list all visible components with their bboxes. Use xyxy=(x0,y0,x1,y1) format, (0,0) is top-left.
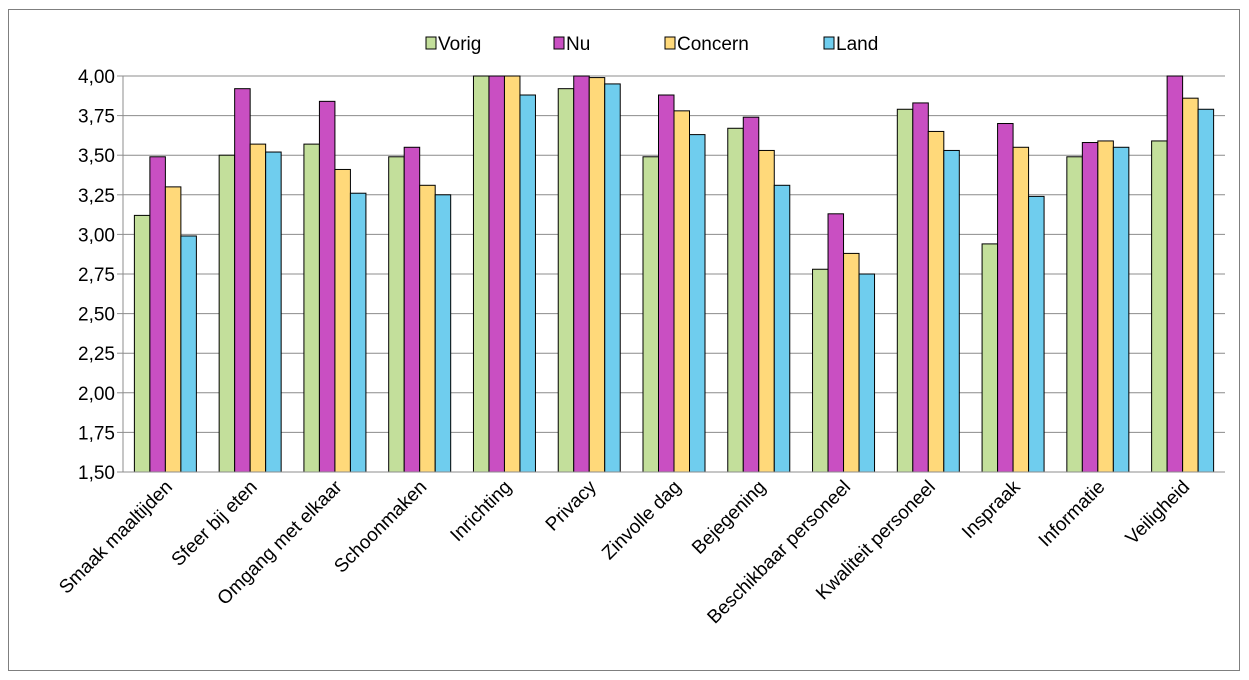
legend-swatch-nu xyxy=(553,36,565,50)
bar-nu xyxy=(1166,75,1184,473)
y-tick-label: 2,75 xyxy=(78,265,115,286)
bar-land xyxy=(604,83,621,473)
bar-land xyxy=(858,273,876,473)
legend-swatch-concern xyxy=(664,36,676,50)
bar-land xyxy=(1112,146,1130,473)
axes xyxy=(117,75,1225,473)
bar-land xyxy=(265,151,282,473)
y-tick-label: 3,25 xyxy=(78,186,115,207)
bar-concern xyxy=(927,130,945,473)
bar-land xyxy=(943,149,960,473)
y-tick-label: 1,50 xyxy=(78,463,115,484)
y-tick-label: 3,75 xyxy=(78,107,115,128)
bar-nu xyxy=(1081,142,1099,473)
bar-nu xyxy=(658,94,675,473)
bar-vorig xyxy=(303,143,320,473)
bar-vorig xyxy=(218,154,236,473)
bar-vorig xyxy=(727,127,744,473)
x-tick-label: Inrichting xyxy=(447,477,516,546)
legend-label-concern: Concern xyxy=(677,34,749,55)
bar-vorig xyxy=(642,156,659,473)
bar-vorig xyxy=(1151,140,1168,473)
chart-frame: 1,50 1,75 2,00 2,25 2,50 2,75 3,00 3,25 3,50 3,75… xyxy=(8,9,1240,671)
bar-vorig xyxy=(133,214,151,473)
bar-concern xyxy=(843,252,860,473)
y-tick-labels: 1,50 1,75 2,00 2,25 2,50 2,75 3,00 3,25 3,50 3,75… xyxy=(78,67,115,484)
x-tick-label: Sfeer bij eten xyxy=(168,477,262,571)
bar-concern xyxy=(1097,140,1114,473)
bar-land xyxy=(773,184,791,473)
bar-nu xyxy=(318,100,336,473)
x-tick-label: Informatie xyxy=(1035,477,1110,552)
bar-concern xyxy=(758,149,775,473)
bar-land xyxy=(434,194,452,473)
y-tick-label: 2,25 xyxy=(78,344,115,365)
bar-nu xyxy=(912,102,929,473)
bar-concern xyxy=(419,184,436,473)
bar-land xyxy=(689,134,706,473)
bar-concern xyxy=(673,110,690,473)
bar-concern xyxy=(588,77,606,473)
bar-land xyxy=(519,94,536,473)
x-tick-label: Privacy xyxy=(542,476,601,535)
y-tick-label: 3,00 xyxy=(78,225,115,246)
bar-vorig xyxy=(896,108,914,473)
bar-nu xyxy=(742,116,760,473)
bars xyxy=(133,75,1215,473)
legend-label-vorig: Vorig xyxy=(438,34,481,55)
bar-land xyxy=(180,235,197,473)
x-tick-label: Veiligheid xyxy=(1122,477,1194,549)
bar-nu xyxy=(997,123,1014,473)
bar-vorig xyxy=(981,243,999,473)
x-tick-label: Zinvolle dag xyxy=(598,477,685,564)
bar-land xyxy=(1197,108,1215,473)
y-tick-label: 4,00 xyxy=(78,67,115,88)
bar-nu xyxy=(573,75,590,473)
y-tick-label: 3,50 xyxy=(78,146,115,167)
bar-land xyxy=(1028,195,1045,473)
x-tick-label: Beschikbaar personeel xyxy=(704,477,856,629)
bar-vorig xyxy=(472,75,490,473)
legend-swatch-vorig xyxy=(425,36,437,50)
bar-nu xyxy=(149,156,166,473)
legend-label-nu: Nu xyxy=(566,34,590,55)
bar-land xyxy=(349,192,367,473)
bar-vorig xyxy=(1066,156,1083,473)
y-tick-label: 2,50 xyxy=(78,305,115,326)
bar-concern xyxy=(249,143,267,473)
bar-nu xyxy=(488,75,505,473)
bar-vorig xyxy=(388,156,405,473)
bar-chart: 1,50 1,75 2,00 2,25 2,50 2,75 3,00 3,25 3,50 3,75… xyxy=(55,34,1225,628)
bar-nu xyxy=(827,213,845,473)
y-tick-label: 1,75 xyxy=(78,423,115,444)
y-tick-label: 2,00 xyxy=(78,384,115,405)
bar-concern xyxy=(164,186,182,473)
bar-concern xyxy=(334,168,351,473)
bar-nu xyxy=(234,88,251,473)
x-tick-label: Bejegening xyxy=(688,477,770,559)
bar-concern xyxy=(503,75,521,473)
bar-vorig xyxy=(557,88,575,473)
legend-swatch-land xyxy=(823,36,835,50)
bar-vorig xyxy=(812,268,829,473)
x-tick-label: Smaak maaltijden xyxy=(55,477,177,599)
legend-label-land: Land xyxy=(836,34,878,55)
bar-concern xyxy=(1182,97,1199,473)
bar-nu xyxy=(403,146,421,473)
bar-concern xyxy=(1012,146,1030,473)
legend: Vorig Nu Concern Land xyxy=(425,34,878,55)
x-tick-label: Inspraak xyxy=(958,476,1025,543)
